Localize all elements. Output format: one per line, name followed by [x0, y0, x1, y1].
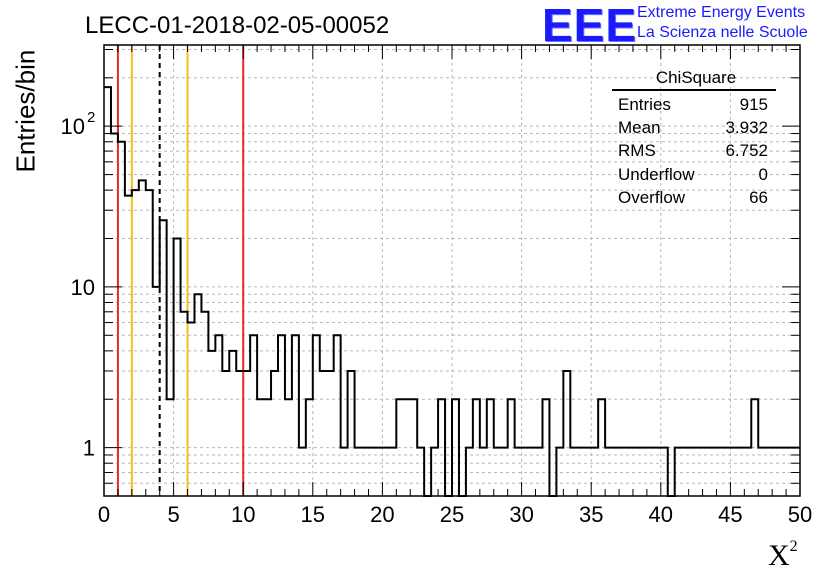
histogram-bin: [208, 351, 215, 496]
x-tick-label: 50: [788, 502, 812, 527]
histogram-bin: [125, 196, 132, 496]
x-tick-label: 20: [370, 502, 394, 527]
histogram-bin: [139, 180, 146, 496]
histogram-bin: [194, 294, 201, 496]
histogram-bin: [118, 142, 125, 496]
x-tick-label: 15: [301, 502, 325, 527]
histogram-bin: [271, 371, 278, 496]
y-tick-label: 10: [61, 114, 85, 139]
stats-value: 6.752: [725, 141, 768, 161]
x-axis-label-superscript: 2: [789, 538, 798, 555]
stats-box: ChiSquare Entries 915 Mean 3.932 RMS 6.7…: [612, 68, 776, 209]
y-tick-label: 10: [71, 275, 95, 300]
histogram-bin: [320, 371, 327, 496]
x-tick-label: 0: [98, 502, 110, 527]
histogram-bin: [236, 371, 243, 496]
histogram-bin: [292, 335, 299, 496]
x-tick-label: 35: [579, 502, 603, 527]
stats-value: 66: [749, 187, 768, 207]
stats-label: Underflow: [618, 164, 695, 184]
logo-subtitle-line1: Extreme Energy Events: [637, 4, 806, 21]
histogram-bin: [229, 351, 236, 496]
stats-title: ChiSquare: [612, 68, 776, 91]
x-tick-label: 25: [440, 502, 464, 527]
histogram-bin: [278, 335, 285, 496]
x-axis-label-base: X: [768, 539, 790, 572]
stats-row-rms: RMS 6.752: [612, 139, 776, 162]
histogram-bin: [188, 323, 195, 496]
histogram-bin: [201, 312, 208, 496]
stats-value: 0: [758, 164, 768, 184]
x-tick-label: 10: [231, 502, 255, 527]
histogram-bin: [327, 371, 334, 496]
y-tick-label-exponent: 2: [87, 109, 95, 126]
histogram-bin: [181, 312, 188, 496]
logo-subtitle-line2: La Scienza nelle Scuole: [637, 24, 808, 41]
histogram-bin: [334, 335, 341, 496]
histogram-bin: [563, 371, 570, 496]
stats-value: 3.932: [725, 118, 768, 138]
histogram-bin: [348, 371, 355, 496]
stats-value: 915: [739, 95, 768, 114]
y-tick-label: 1: [83, 436, 95, 461]
stats-row-entries: Entries 915: [612, 93, 776, 116]
histogram-bin: [243, 371, 250, 496]
eee-logo: EEE: [542, 0, 638, 51]
y-axis-label: Entries/bin: [10, 49, 41, 173]
stats-row-underflow: Underflow 0: [612, 163, 776, 186]
x-tick-label: 30: [509, 502, 533, 527]
histogram-bin: [111, 134, 118, 496]
stats-row-mean: Mean 3.932: [612, 116, 776, 139]
histogram-bin: [250, 335, 257, 496]
stats-row-overflow: Overflow 66: [612, 186, 776, 209]
x-tick-label: 40: [649, 502, 673, 527]
histogram-bin: [146, 190, 153, 496]
histogram-bin: [222, 371, 229, 496]
histogram-bin: [104, 87, 111, 496]
histogram-outline: [104, 86, 800, 497]
histogram-bin: [215, 335, 222, 496]
histogram-bin: [132, 190, 139, 496]
stats-label: Entries: [618, 95, 671, 114]
stats-label: Overflow: [618, 187, 686, 207]
stats-label: Mean: [618, 118, 661, 138]
x-tick-label: 5: [167, 502, 179, 527]
histogram-bin: [174, 239, 181, 496]
histogram-title: LECC-01-2018-02-05-00052: [85, 12, 390, 39]
x-axis-label: X2: [768, 538, 798, 573]
x-tick-label: 45: [718, 502, 742, 527]
stats-label: RMS: [618, 141, 656, 161]
histogram-bin: [153, 287, 160, 496]
histogram-bin: [313, 335, 320, 496]
